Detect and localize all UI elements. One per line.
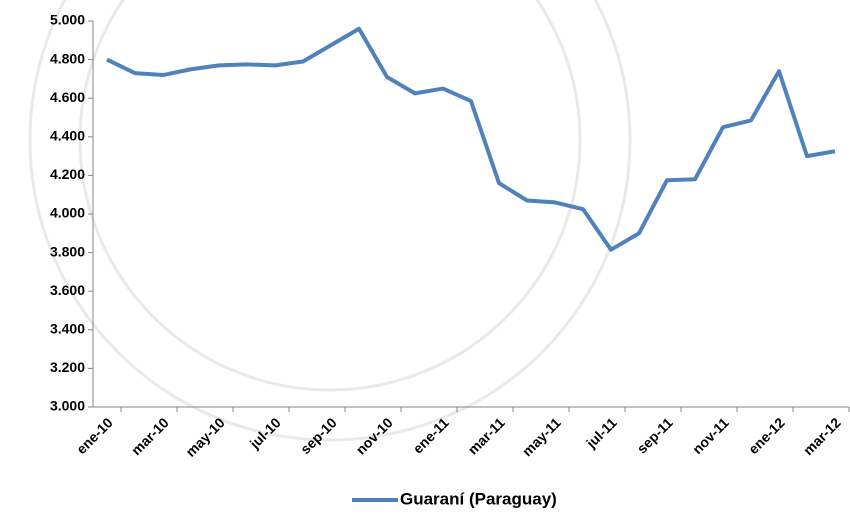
- y-tick-label: 4.200: [50, 166, 85, 182]
- y-tick-label: 3.400: [50, 321, 85, 337]
- x-tick-label: nov-10: [353, 414, 396, 457]
- legend-label: Guaraní (Paraguay): [400, 489, 557, 508]
- x-tick-label: mar-12: [800, 414, 844, 458]
- x-tick-label: ene-12: [745, 414, 788, 457]
- x-tick-label: jul-10: [246, 414, 284, 452]
- x-tick-label: nov-11: [689, 414, 732, 457]
- chart: 3.000 3.200 3.400 3.600 3.800 4.000 4.200 4.400…: [0, 0, 850, 518]
- series-line: [107, 29, 835, 250]
- x-tick-label: may-10: [182, 414, 228, 460]
- y-tick-label: 4.400: [50, 128, 85, 144]
- x-tick-label: ene-11: [410, 414, 452, 456]
- y-tick-label: 4.800: [50, 50, 85, 66]
- x-tick-label: sep-11: [634, 414, 676, 456]
- x-tick-label: ene-10: [73, 414, 116, 457]
- y-tick-label: 3.600: [50, 282, 85, 298]
- y-tick-label: 3.200: [50, 359, 85, 375]
- y-tick-label: 3.800: [50, 243, 85, 259]
- x-tick-label: sep-10: [297, 414, 340, 457]
- y-tick-label: 3.000: [50, 398, 85, 414]
- x-tick-label: jul-11: [582, 414, 619, 451]
- x-tick-label: mar-11: [464, 414, 507, 457]
- y-tick-label: 4.000: [50, 205, 85, 221]
- y-tick-label: 5.000: [50, 12, 85, 28]
- x-tick-label: may-11: [519, 414, 564, 459]
- x-tick-label: mar-10: [128, 414, 172, 458]
- y-tick-label: 4.600: [50, 89, 85, 105]
